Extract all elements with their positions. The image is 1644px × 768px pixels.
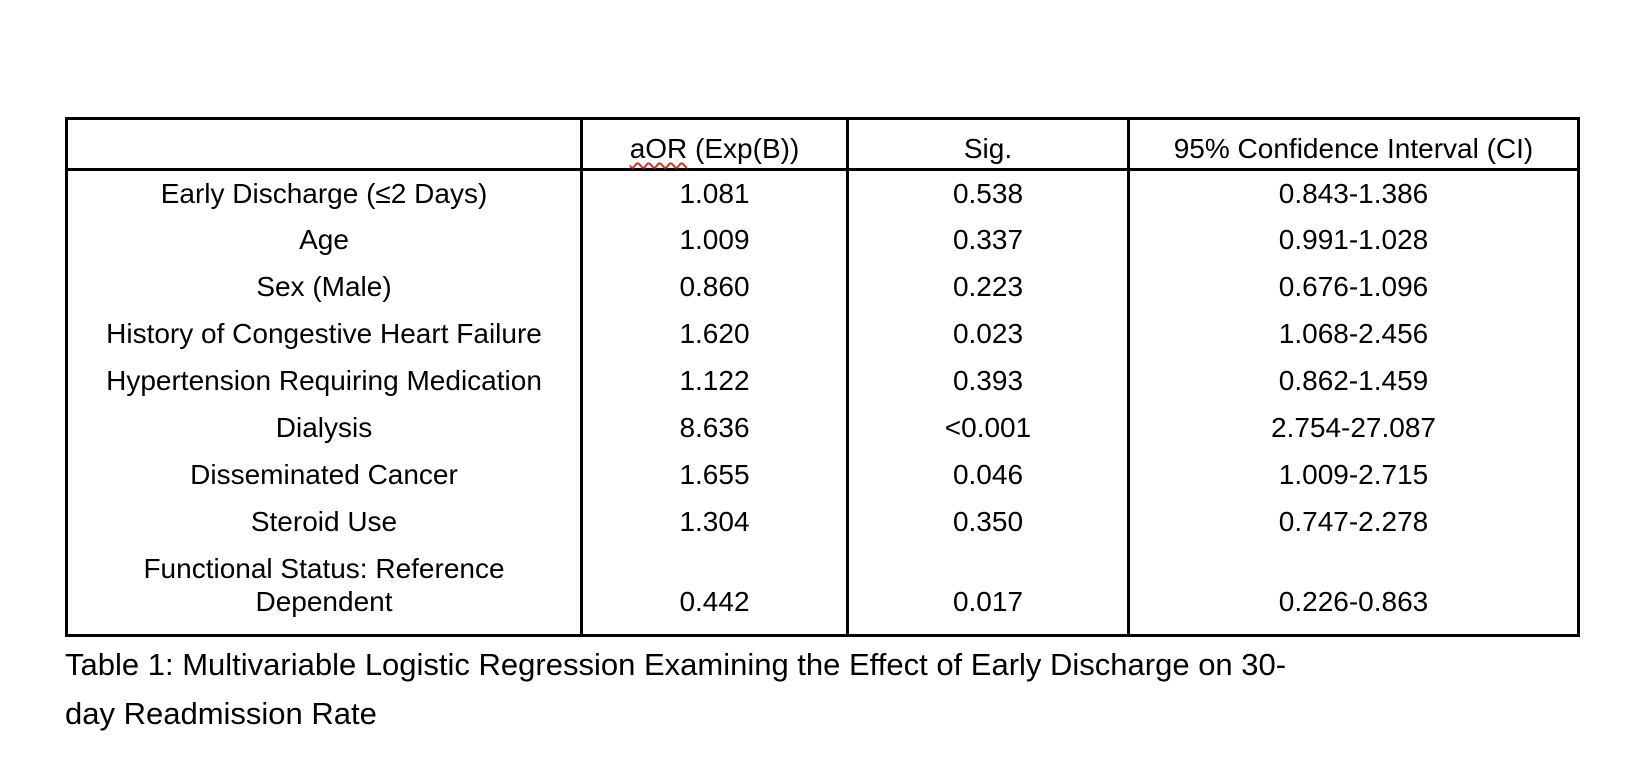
ci-value: 1.068-2.456 xyxy=(1127,310,1579,358)
sig-value: 0.393 xyxy=(846,357,1129,405)
header-ci: 95% Confidence Interval (CI) xyxy=(1127,118,1579,171)
aor-value: 1.009 xyxy=(580,216,848,264)
ci-value: 1.009-2.715 xyxy=(1127,451,1579,499)
table-body: Early Discharge (≤2 Days) 1.081 0.538 0.843… xyxy=(67,169,1579,636)
header-aor: aOR (Exp(B)) xyxy=(580,118,848,171)
sig-value: 0.337 xyxy=(846,216,1129,264)
aor-value: 1.620 xyxy=(580,310,848,358)
sig-value: 0.223 xyxy=(846,263,1129,311)
row-label: Age xyxy=(299,224,349,256)
aor-value: 0.860 xyxy=(580,263,848,311)
sig-value: 0.017 xyxy=(846,545,1129,636)
table-row: Age 1.009 0.337 0.991-1.028 xyxy=(67,216,1579,264)
row-label: Functional Status: Reference Dependent xyxy=(143,552,505,617)
sig-value: 0.350 xyxy=(846,498,1129,546)
row-label: Dialysis xyxy=(275,412,373,444)
ci-value: 0.843-1.386 xyxy=(1127,169,1579,217)
sig-value: 0.023 xyxy=(846,310,1129,358)
row-label: Hypertension Requiring Medication xyxy=(106,365,542,397)
caption-line-1: Table 1: Multivariable Logistic Regressi… xyxy=(65,647,1287,682)
aor-value: 8.636 xyxy=(580,404,848,452)
row-label: Steroid Use xyxy=(250,506,398,538)
table-row: Early Discharge (≤2 Days) 1.081 0.538 0.843… xyxy=(67,169,1579,217)
header-row: aOR (Exp(B)) Sig. 95% Confidence Interva… xyxy=(66,118,1579,171)
spellcheck-underline-word: aOR xyxy=(629,132,688,164)
header-aor-rest: (Exp(B)) xyxy=(687,132,800,164)
ci-value: 0.226-0.863 xyxy=(1127,545,1579,636)
header-sig: Sig. xyxy=(846,118,1129,171)
ci-value: 0.676-1.096 xyxy=(1127,263,1579,311)
row-label: Disseminated Cancer xyxy=(190,459,458,491)
table-row: Sex (Male) 0.860 0.223 0.676-1.096 xyxy=(67,263,1579,311)
sig-value: 0.538 xyxy=(846,169,1129,217)
table-row: Disseminated Cancer 1.655 0.046 1.009-2.715 xyxy=(67,451,1579,499)
row-label: Early Discharge (≤2 Days) xyxy=(160,178,488,210)
caption-line-2: day Readmission Rate xyxy=(65,696,377,731)
table-row: Steroid Use 1.304 0.350 0.747-2.278 xyxy=(67,498,1579,546)
aor-value: 1.655 xyxy=(580,451,848,499)
header-empty-cell xyxy=(66,118,582,171)
table-row: Hypertension Requiring Medication 1.122 0.… xyxy=(67,357,1579,405)
aor-value: 1.081 xyxy=(580,169,848,217)
table-row: Dialysis 8.636 <0.001 2.754-27.087 xyxy=(67,404,1579,452)
table-row: Functional Status: Reference Dependent 0.4… xyxy=(67,545,1579,636)
row-label: Sex (Male) xyxy=(256,271,392,303)
table-caption: Table 1: Multivariable Logistic Regressi… xyxy=(65,640,1485,738)
aor-value: 1.122 xyxy=(580,357,848,405)
table-row: History of Congestive Heart Failure 1.620… xyxy=(67,310,1579,358)
regression-table: aOR (Exp(B)) Sig. 95% Confidence Interva… xyxy=(65,117,1580,637)
aor-value: 0.442 xyxy=(580,545,848,636)
ci-value: 0.862-1.459 xyxy=(1127,357,1579,405)
ci-value: 0.991-1.028 xyxy=(1127,216,1579,264)
sig-value: 0.046 xyxy=(846,451,1129,499)
aor-value: 1.304 xyxy=(580,498,848,546)
sig-value: <0.001 xyxy=(846,404,1129,452)
ci-value: 2.754-27.087 xyxy=(1127,404,1579,452)
ci-value: 0.747-2.278 xyxy=(1127,498,1579,546)
row-label: History of Congestive Heart Failure xyxy=(106,318,542,350)
